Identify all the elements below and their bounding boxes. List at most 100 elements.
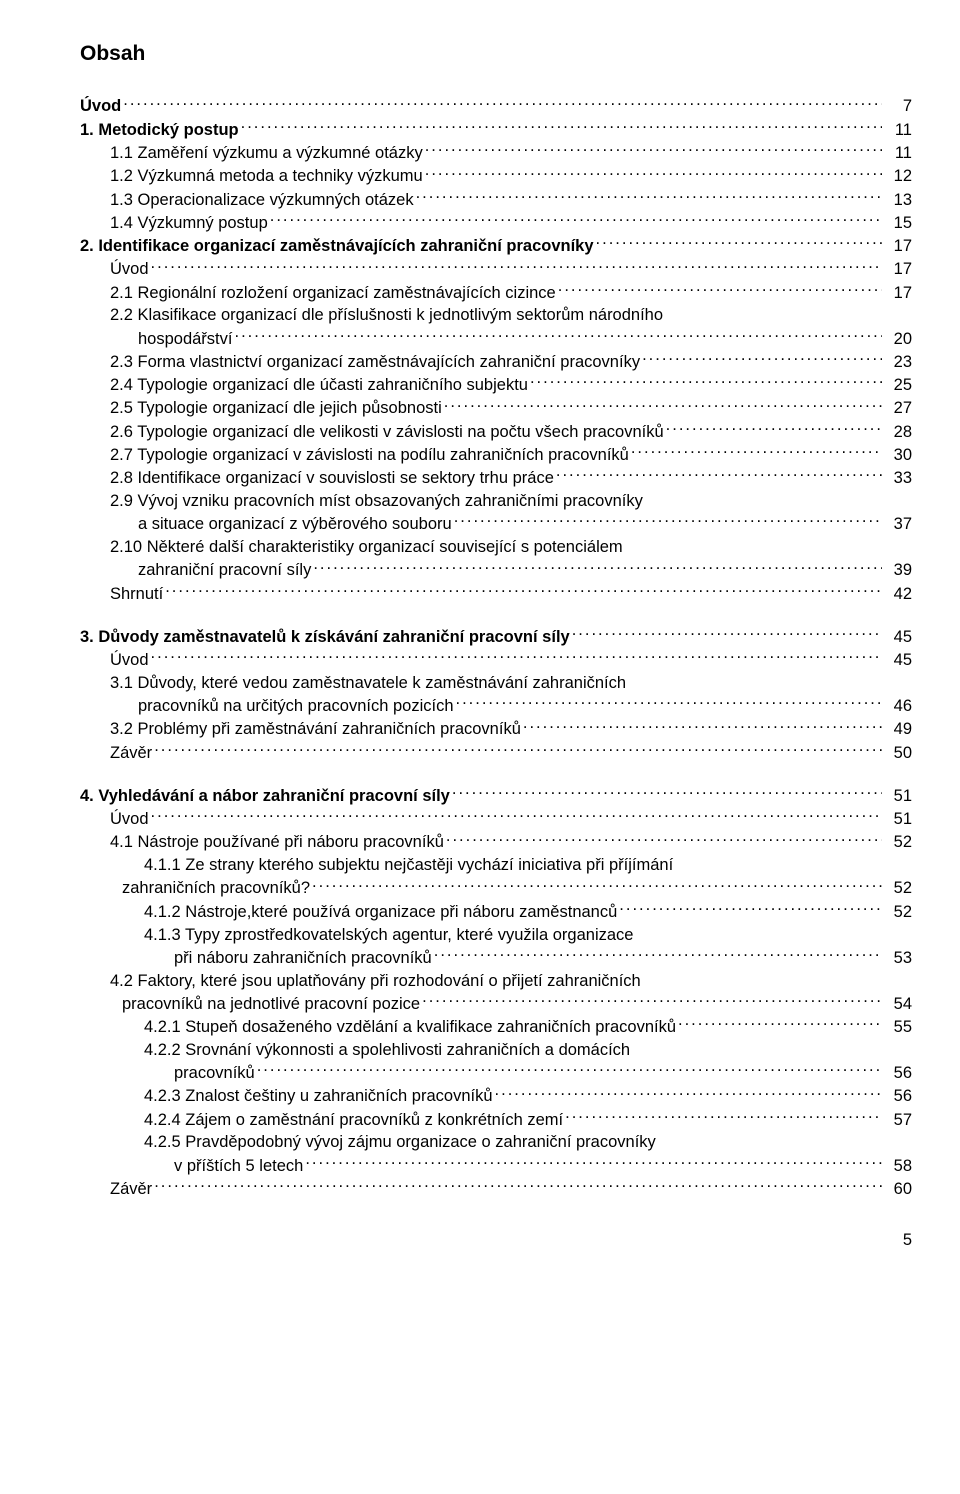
- toc-entry: při náboru zahraničních pracovníků53: [80, 946, 912, 969]
- toc-label: 4.2.2 Srovnání výkonnosti a spolehlivost…: [144, 1041, 630, 1059]
- toc-leader: [444, 397, 882, 414]
- toc-label: Úvod: [80, 95, 121, 118]
- toc-entry: 4. Vyhledávání a nábor zahraniční pracov…: [80, 784, 912, 807]
- toc-page: 50: [884, 742, 912, 765]
- toc-leader: [241, 118, 882, 135]
- toc-label: 1. Metodický postup: [80, 119, 239, 142]
- toc-entry: 2.1 Regionální rozložení organizací zamě…: [80, 281, 912, 304]
- toc-leader: [151, 258, 882, 275]
- toc-leader: [270, 211, 882, 228]
- toc-label: 4.2.5 Pravděpodobný vývoj zájmu organiza…: [144, 1133, 656, 1151]
- toc-entry: 3.1 Důvody, které vedou zaměstnavatele k…: [80, 672, 912, 695]
- toc-label: 4. Vyhledávání a nábor zahraniční pracov…: [80, 785, 450, 808]
- toc-label: Shrnutí: [110, 583, 163, 606]
- toc-leader: [565, 1108, 882, 1125]
- toc-entry: hospodářství20: [80, 327, 912, 350]
- toc-label: pracovníků: [174, 1062, 255, 1085]
- toc-leader: [446, 831, 882, 848]
- toc-leader: [154, 741, 882, 758]
- toc-label: 4.2.4 Zájem o zaměstnání pracovníků z ko…: [144, 1109, 563, 1132]
- toc-entry: 2.5 Typologie organizací dle jejich půso…: [80, 397, 912, 420]
- toc-entry: 2.2 Klasifikace organizací dle příslušno…: [80, 304, 912, 327]
- toc-label: 2.9 Vývoj vzniku pracovních míst obsazov…: [110, 492, 643, 510]
- toc-page: 58: [884, 1155, 912, 1178]
- toc-label: při náboru zahraničních pracovníků: [174, 947, 432, 970]
- toc-entry: 3. Důvody zaměstnavatelů k získávání zah…: [80, 625, 912, 648]
- toc-entry: 1.3 Operacionalizace výzkumných otázek13: [80, 188, 912, 211]
- toc-leader: [312, 877, 882, 894]
- toc-page: 49: [884, 718, 912, 741]
- toc-label: 2.2 Klasifikace organizací dle příslušno…: [110, 306, 663, 324]
- toc-entry: Shrnutí42: [80, 582, 912, 605]
- toc-entry: 1.2 Výzkumná metoda a techniky výzkumu 12: [80, 165, 912, 188]
- toc-label: 4.1 Nástroje používané při náboru pracov…: [110, 831, 444, 854]
- toc-label: 1.4 Výzkumný postup: [110, 212, 268, 235]
- toc-page: 17: [884, 235, 912, 258]
- toc-leader: [257, 1062, 882, 1079]
- toc-page: 57: [884, 1109, 912, 1132]
- toc-label: 1.2 Výzkumná metoda a techniky výzkumu: [110, 165, 423, 188]
- toc-label: 2.10 Některé další charakteristiky organ…: [110, 538, 623, 556]
- toc-page: 20: [884, 328, 912, 351]
- toc-entry: 4.2 Faktory, které jsou uplatňovány při …: [80, 970, 912, 993]
- toc-page: 60: [884, 1178, 912, 1201]
- toc-entry: Úvod45: [80, 649, 912, 672]
- toc-entry: pracovníků na určitých pracovních pozicí…: [80, 695, 912, 718]
- toc-leader: [425, 165, 882, 182]
- toc-entry: 2.10 Některé další charakteristiky organ…: [80, 536, 912, 559]
- toc-page: 55: [884, 1016, 912, 1039]
- toc-entry: 4.2.2 Srovnání výkonnosti a spolehlivost…: [80, 1039, 912, 1062]
- toc-leader: [154, 1177, 882, 1194]
- toc-entry: v příštích 5 letech58: [80, 1154, 912, 1177]
- toc-leader: [434, 946, 882, 963]
- toc-label: 1.1 Zaměření výzkumu a výzkumné otázky: [110, 142, 423, 165]
- toc-leader: [123, 95, 882, 112]
- toc-label: 2.7 Typologie organizací v závislosti na…: [110, 444, 629, 467]
- toc-leader: [234, 327, 882, 344]
- toc-entry: 4.2.3 Znalost češtiny u zahraničních pra…: [80, 1085, 912, 1108]
- toc-entry: 1.4 Výzkumný postup15: [80, 211, 912, 234]
- toc-leader: [151, 649, 882, 666]
- toc-entry: Úvod17: [80, 258, 912, 281]
- toc-leader: [666, 420, 882, 437]
- toc-leader: [416, 188, 882, 205]
- toc-entry: 4.1.3 Typy zprostředkovatelských agentur…: [80, 924, 912, 947]
- toc-label: 4.2.3 Znalost češtiny u zahraničních pra…: [144, 1085, 493, 1108]
- toc-page: 33: [884, 467, 912, 490]
- toc-page: 54: [884, 993, 912, 1016]
- toc-leader: [425, 142, 882, 159]
- toc-leader: [495, 1085, 882, 1102]
- toc-entry: Úvod 7: [80, 95, 912, 118]
- toc-entry: Závěr60: [80, 1177, 912, 1200]
- toc-entry: Úvod51: [80, 808, 912, 831]
- toc-leader: [530, 374, 882, 391]
- toc-entry: pracovníků na jednotlivé pracovní pozice…: [80, 992, 912, 1015]
- toc-entry: 3.2 Problémy při zaměstnávání zahraniční…: [80, 718, 912, 741]
- toc-label: Závěr: [110, 742, 152, 765]
- toc-entry: 2.9 Vývoj vzniku pracovních míst obsazov…: [80, 490, 912, 513]
- toc-label: 4.1.2 Nástroje,které používá organizace …: [144, 901, 617, 924]
- page-number: 5: [80, 1229, 912, 1252]
- toc-page: 11: [884, 142, 912, 165]
- toc-page: 25: [884, 374, 912, 397]
- toc-label: a situace organizací z výběrového soubor…: [138, 513, 452, 536]
- toc-page: 23: [884, 351, 912, 374]
- toc-leader: [456, 695, 883, 712]
- toc-leader: [165, 582, 882, 599]
- toc-page: 30: [884, 444, 912, 467]
- toc-page: 52: [884, 901, 912, 924]
- toc-page: 7: [884, 95, 912, 118]
- toc-page: 51: [884, 808, 912, 831]
- toc-leader: [556, 467, 882, 484]
- toc-entry: 2.3 Forma vlastnictví organizací zaměstn…: [80, 350, 912, 373]
- toc-page: 37: [884, 513, 912, 536]
- toc-page: 12: [884, 165, 912, 188]
- toc-page: 56: [884, 1062, 912, 1085]
- toc-label: 2.4 Typologie organizací dle účasti zahr…: [110, 374, 528, 397]
- toc-page: 11: [884, 119, 912, 142]
- toc-leader: [619, 900, 882, 917]
- toc-label: zahraničních pracovníků?: [122, 877, 310, 900]
- toc-label: 2.6 Typologie organizací dle velikosti v…: [110, 421, 664, 444]
- toc-label: pracovníků na jednotlivé pracovní pozice: [122, 993, 420, 1016]
- toc-label: 2.3 Forma vlastnictví organizací zaměstn…: [110, 351, 640, 374]
